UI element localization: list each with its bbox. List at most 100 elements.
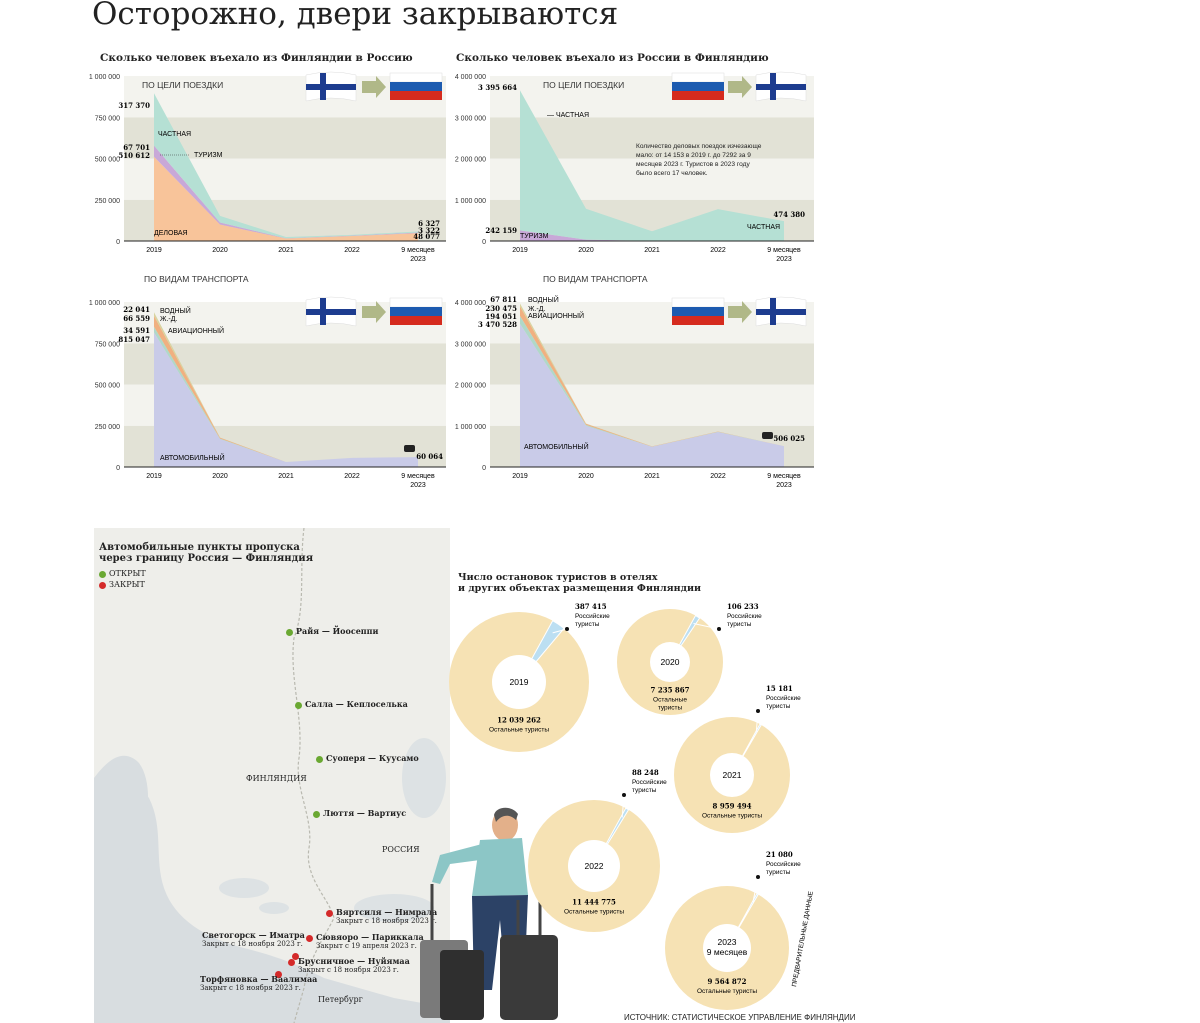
checkpoint-salla: Салла — Кеплоселька (295, 699, 408, 709)
donut-year: 2020 (661, 657, 680, 667)
donut-hole (492, 655, 546, 709)
checkpoint-note: Закрыт с 18 ноября 2023 г. (298, 966, 399, 974)
donut-year: 2023 (718, 937, 737, 947)
checkpoint-name: Брусничное — Нуйямаа (298, 956, 410, 966)
hotels-title: Число остановок туристов в отелях и друг… (458, 572, 701, 594)
chart-note: было всего 17 человек. (636, 169, 708, 177)
other-label: Остальные туристы (564, 908, 624, 915)
finland-flag-icon (305, 71, 357, 102)
x-tick-label: 2021 (278, 247, 294, 254)
value-label: 66 559 (123, 314, 150, 323)
series-label: ТУРИЗМ (520, 233, 549, 240)
checkpoint-luttya: Люття — Вартиус (313, 808, 406, 818)
checkpoint-name: Люття — Вартиус (323, 808, 407, 818)
x-tick-label: 2021 (644, 247, 660, 254)
russia-flag-icon (671, 297, 725, 325)
russia-flag-icon (389, 297, 443, 325)
area-chart-fi-ru-purpose: 0 250 000 500 000 750 000 1 000 000 2019 2020 2… (89, 71, 446, 263)
donut-year: 2021 (723, 770, 742, 780)
donut-hole (710, 753, 754, 797)
x-tick-label: 2019 (512, 473, 528, 480)
series-label: ВОДНЫЙ (160, 306, 191, 315)
donut-year: 9 месяцев (707, 947, 748, 957)
checkpoint-syuvyaoro: Сювяоро — Париккала Закрыт с 19 апреля 20… (306, 932, 424, 950)
chart-subtitle: ПО ЦЕЛИ ПОЕЗДКИ (142, 80, 223, 90)
donut-year: 2022 (585, 861, 604, 871)
area-series (520, 90, 784, 241)
y-tick-label: 250 000 (95, 424, 120, 431)
x-tick-label: 2022 (710, 473, 726, 480)
russian-value: 88 248 (632, 768, 659, 777)
closed-dot-icon (326, 909, 333, 917)
value-label: 22 041 (123, 305, 150, 314)
map-title-line2: через границу Россия — Финляндия (99, 553, 314, 564)
donut-year: 2019 (510, 677, 529, 687)
checkpoint-name: Райя — Йоосеппи (296, 626, 379, 636)
series-label: Ж.-Д. (160, 316, 177, 323)
series-label: АВИАЦИОННЫЙ (528, 311, 584, 320)
lake-shape (219, 878, 269, 898)
y-tick-label: 1 000 000 (455, 424, 486, 431)
open-dot-icon (286, 628, 293, 636)
preliminary-note: ПРЕДВАРИТЕЛЬНЫЕ ДАННЫЕ (791, 890, 815, 987)
value-label: 815 047 (118, 335, 150, 344)
other-label: Остальные туристы (489, 727, 549, 734)
closed-dot-icon (99, 581, 106, 589)
x-tick-label: 9 месяцев (401, 473, 435, 480)
checkpoint-brusnichnoe: Брусничное — Нуйямаа Закрыт с 18 ноября 2… (288, 956, 410, 974)
flag-cross-h (306, 309, 356, 315)
label-finland: ФИНЛЯНДИЯ (246, 774, 307, 783)
chart-subtitle: ПО ЦЕЛИ ПОЕЗДКИ (543, 80, 624, 90)
series-label: ЧАСТНАЯ (747, 224, 780, 231)
series-label: АВТОМОБИЛЬНЫЙ (160, 453, 225, 462)
torfyanovka-marker (275, 966, 285, 984)
flag-cross-h (756, 309, 806, 315)
x-tick-label: 2019 (146, 247, 162, 254)
checkpoint-name: Светогорск — Иматра (202, 930, 305, 940)
flag-red-stripe (672, 91, 724, 100)
area-series (154, 332, 418, 467)
chart-note: месяцев 2023 г. Туристов в 2023 году (636, 161, 750, 168)
x-tick-label: 9 месяцев (767, 247, 801, 254)
arm-shape (432, 844, 482, 884)
x-tick-label: 2020 (578, 473, 594, 480)
series-label: ВОДНЫЙ (528, 295, 559, 304)
border-line (292, 528, 335, 1023)
area-chart-fi-ru-transport: 0 250 000 500 000 750 000 1 000 000 2019 2020 2… (89, 274, 446, 489)
car-icon (762, 432, 773, 439)
leader-line (621, 794, 625, 818)
flag-blue-stripe (672, 82, 724, 91)
chart-subtitle: ПО ВИДАМ ТРАНСПОРТА (543, 274, 648, 284)
open-dot-icon (316, 755, 323, 763)
checkpoint-torfyanovka: Торфяновка — Ваалимаа Закрыт с 18 ноября … (200, 974, 317, 992)
flag-cross-v (320, 73, 326, 100)
arrow-right-icon (728, 76, 752, 98)
traveller-illustration (420, 807, 558, 1020)
y-tick-label: 4 000 000 (455, 74, 486, 81)
leader-line (552, 628, 568, 634)
y-tick-label: 0 (116, 239, 120, 246)
arrow-right-icon (728, 301, 752, 323)
value-label: 242 159 (485, 226, 517, 235)
donut-hole (568, 840, 620, 892)
leader-dot (756, 875, 760, 879)
flag-blue-stripe (390, 307, 442, 316)
flag-blue-stripe (672, 307, 724, 316)
flag-cross-h (756, 84, 806, 90)
value-label: 60 064 (416, 452, 443, 461)
open-dot-icon (99, 570, 106, 578)
gulf-shape (94, 755, 149, 903)
russian-label: туристы (727, 621, 752, 628)
x-tick-label: 9 месяцев (401, 247, 435, 254)
leader-line (755, 710, 759, 733)
flag-white-stripe (671, 72, 725, 83)
flag-red-stripe (672, 316, 724, 325)
chart-title-fi-ru: Сколько человек въехало из Финляндии в Р… (100, 52, 413, 64)
finland-flag-icon (755, 296, 807, 327)
y-tick-label: 1 000 000 (89, 74, 120, 81)
finland-flag-icon (305, 296, 357, 327)
other-value: 8 959 494 (713, 802, 752, 811)
svetogorsk-marker (292, 948, 302, 966)
leader-dot (717, 627, 721, 631)
car-icon (404, 445, 415, 452)
